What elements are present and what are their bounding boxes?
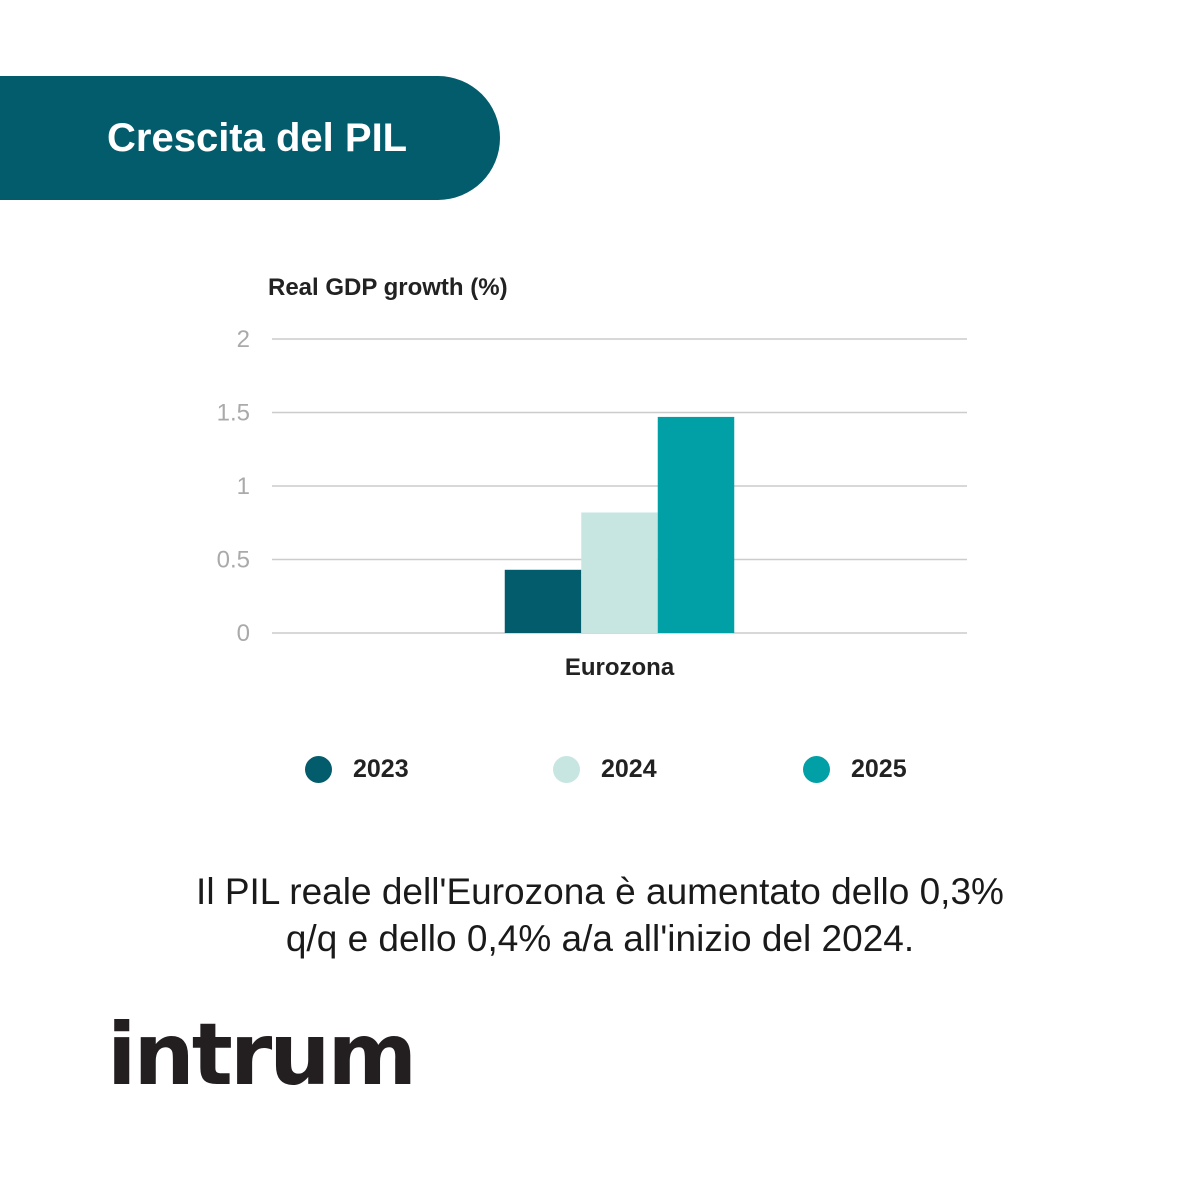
legend-swatch-2023 [305,755,332,783]
legend-item-2025: 2025 [803,752,907,786]
caption-text: Il PIL reale dell'Eurozona è aumentato d… [100,868,1100,962]
bar-2024 [581,512,658,633]
legend-label-2023: 2023 [353,754,409,783]
bar-2023 [504,569,582,633]
legend-item-2024: 2024 [553,752,657,786]
legend-item-2023: 2023 [305,752,409,786]
x-category-label: Eurozona [565,654,675,681]
x-category-labels: Eurozona [565,654,675,681]
y-axis-title: Real GDP growth (%) [268,274,508,301]
y-tick-label: 0 [237,620,250,647]
gdp-bar-chart: Real GDP growth (%) 0 0.5 1 1.5 2 Eurozona [217,274,967,681]
y-tick-label: 0.5 [217,547,250,574]
legend-label-2024: 2024 [601,754,657,783]
y-tick-label: 2 [237,326,250,353]
legend-swatch-2025 [803,755,830,783]
y-tick-labels: 0 0.5 1 1.5 2 [217,326,250,647]
caption-line-1: Il PIL reale dell'Eurozona è aumentato d… [196,871,1004,912]
legend-swatch-2024 [553,755,580,783]
page-title: Crescita del PIL [107,116,408,160]
intrum-logo: intrum [107,1005,417,1105]
y-tick-label: 1 [237,473,250,500]
bars [504,416,735,633]
y-tick-label: 1.5 [217,400,250,427]
legend-label-2025: 2025 [851,754,907,783]
bar-2025 [657,416,735,633]
caption-line-2: q/q e dello 0,4% a/a all'inizio del 2024… [285,918,915,959]
title-banner: Crescita del PIL [0,76,500,200]
